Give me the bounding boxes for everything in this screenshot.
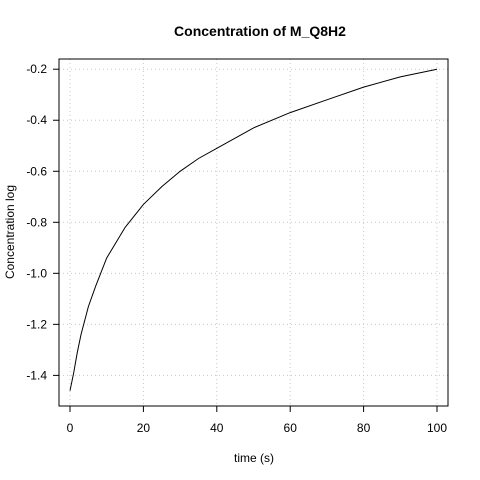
x-tick-label: 0: [67, 421, 74, 435]
plot-frame: [58, 58, 449, 407]
x-axis: 0 20 40 60 80 100: [67, 406, 447, 435]
y-tick-label: -0.6: [26, 164, 47, 178]
y-tick-label: -1.2: [26, 317, 47, 331]
x-tick-label: 20: [137, 421, 151, 435]
y-axis-label: Concentration log: [3, 185, 17, 279]
y-tick-label: -0.4: [26, 113, 47, 127]
grid: [59, 59, 448, 406]
y-tick-label: -1.4: [26, 368, 47, 382]
y-tick-label: -0.2: [26, 62, 47, 76]
y-tick-label: -1.0: [26, 266, 47, 280]
x-tick-label: 40: [210, 421, 224, 435]
x-axis-label: time (s): [234, 451, 274, 465]
series-line: [69, 68, 438, 391]
y-axis: -1.4 -1.2 -1.0 -0.8 -0.6 -0.4 -0.2: [26, 62, 59, 382]
chart-title: Concentration of M_Q8H2: [174, 23, 346, 39]
x-tick-label: 60: [284, 421, 298, 435]
x-tick-label: 100: [427, 421, 447, 435]
series-layer: [69, 68, 438, 391]
x-tick-label: 80: [357, 421, 371, 435]
y-tick-label: -0.8: [26, 215, 47, 229]
